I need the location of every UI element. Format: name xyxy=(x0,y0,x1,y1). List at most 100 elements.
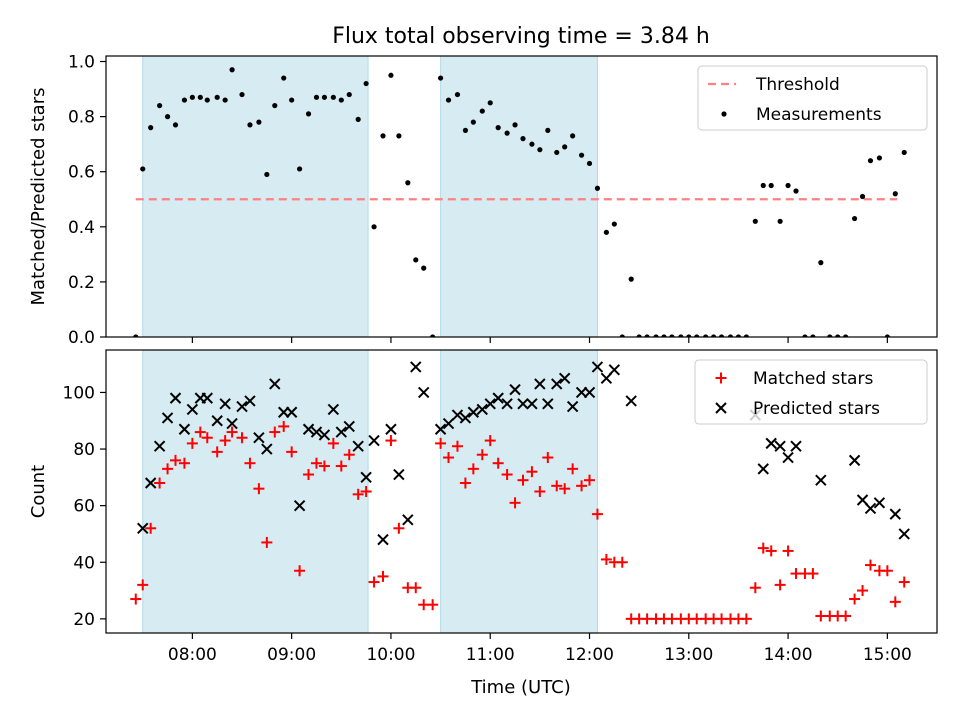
predicted-star-point xyxy=(782,451,794,464)
top-ytick-label: 0.2 xyxy=(68,273,95,293)
bottom-shaded-interval xyxy=(142,349,369,634)
predicted-star-point-b xyxy=(782,451,794,464)
predicted-star-point-b xyxy=(244,395,256,407)
predicted-star-point-b xyxy=(566,400,579,413)
measurement-point xyxy=(818,260,824,266)
top-ytick-label: 0.4 xyxy=(68,218,95,238)
matched-star-point xyxy=(352,488,364,500)
xtick-label: 13:00 xyxy=(664,645,713,665)
measurement-point xyxy=(164,114,171,120)
matched-star-point xyxy=(278,420,290,432)
measurement-point xyxy=(619,334,625,337)
matched-star-point xyxy=(226,426,238,438)
predicted-star-point-b xyxy=(153,440,166,452)
matched-star-point xyxy=(343,449,355,461)
matched-star-point xyxy=(186,437,198,449)
measurement-point xyxy=(520,136,526,142)
matched-star-point xyxy=(576,480,588,492)
xtick-label: 15:00 xyxy=(863,645,912,665)
measurement-point xyxy=(421,265,427,271)
measurement-point xyxy=(777,218,783,224)
predicted-star-point xyxy=(417,386,430,399)
predicted-star-point xyxy=(327,403,340,416)
matched-star-point xyxy=(551,480,563,492)
top-legend-label: Measurements xyxy=(756,105,882,125)
matched-star-point xyxy=(335,460,347,472)
matched-star-point xyxy=(898,576,910,588)
predicted-star-point xyxy=(873,497,886,509)
xtick-label: 09:00 xyxy=(267,645,316,665)
predicted-star-point-b xyxy=(393,468,405,481)
top-legend: Threshold Measurements xyxy=(697,65,928,131)
matched-star-point xyxy=(591,508,603,520)
matched-star-point xyxy=(509,497,521,509)
bottom-y-axis-label: Count xyxy=(28,465,49,518)
matched-star-point xyxy=(393,522,405,534)
predicted-star-point xyxy=(377,533,389,546)
measurement-point xyxy=(454,91,461,98)
top-ytick-label: 0.6 xyxy=(68,163,95,183)
top-ytick-label: 0.8 xyxy=(68,108,95,128)
measurement-point xyxy=(313,94,320,100)
predicted-star-point-b xyxy=(302,423,315,435)
predicted-star-point-b xyxy=(285,406,298,418)
measurement-point xyxy=(661,334,667,337)
predicted-star-point-b xyxy=(526,398,538,410)
predicted-star-point-b xyxy=(492,392,504,404)
bottom-legend: Matched stars Predicted stars xyxy=(694,359,928,425)
measurement-point xyxy=(578,152,585,158)
predicted-star-point xyxy=(608,364,621,376)
measurement-point xyxy=(289,97,295,103)
predicted-star-point-b xyxy=(898,528,910,540)
measurement-point xyxy=(305,111,312,117)
predicted-star-point xyxy=(476,403,488,416)
measurement-point xyxy=(718,334,725,337)
top-legend-box xyxy=(697,65,928,131)
bottom-shaded-interval xyxy=(440,349,598,634)
predicted-star-point xyxy=(467,406,480,418)
predicted-star-point-b xyxy=(178,423,191,435)
measurement-point xyxy=(793,188,799,194)
predicted-star-point-b xyxy=(169,392,182,404)
predicted-star-point-b xyxy=(790,440,802,452)
predicted-star-point xyxy=(790,440,802,452)
predicted-star-point xyxy=(318,429,331,441)
legend-measurement-swatch xyxy=(721,111,727,117)
predicted-star-point xyxy=(310,426,323,438)
measurement-point xyxy=(363,80,369,87)
matched-star-point xyxy=(130,593,142,605)
top-panel: 0.0 0.2 0.4 0.6 0.8 1.0 Matched/Predicted star… xyxy=(28,53,938,348)
measurement-point xyxy=(430,334,436,337)
matched-star-point xyxy=(864,559,876,571)
matched-star-point xyxy=(286,446,298,458)
predicted-star-point xyxy=(848,454,861,467)
measurement-point xyxy=(437,75,444,81)
matched-star-point xyxy=(782,545,794,557)
matched-star-point xyxy=(443,452,455,464)
measurement-point xyxy=(272,102,278,109)
measurement-point xyxy=(321,94,328,100)
predicted-star-point xyxy=(534,378,546,390)
predicted-star-point-b xyxy=(558,372,571,385)
matched-star-point xyxy=(145,522,157,534)
legend-predicted-swatch-b xyxy=(715,402,727,414)
predicted-star-point-b xyxy=(608,364,621,376)
predicted-star-point-b xyxy=(410,361,422,373)
bottom-ytick-label: 40 xyxy=(73,553,95,573)
measurement-point xyxy=(197,94,203,100)
predicted-star-point xyxy=(253,432,265,444)
predicted-star-point xyxy=(625,395,637,407)
top-y-axis-label: Matched/Predicted stars xyxy=(28,88,49,306)
predicted-star-point-b xyxy=(137,522,149,534)
predicted-star-point-b xyxy=(360,471,372,484)
matched-star-point xyxy=(807,568,819,580)
matched-star-point xyxy=(178,457,190,469)
matched-star-point xyxy=(194,426,206,438)
predicted-star-point xyxy=(526,398,538,410)
matched-star-point xyxy=(269,426,281,438)
matched-star-point xyxy=(201,432,213,444)
measurement-point xyxy=(181,97,188,103)
matched-star-point xyxy=(600,553,612,565)
xtick-label: 10:00 xyxy=(366,645,415,665)
measurement-point xyxy=(636,334,642,337)
